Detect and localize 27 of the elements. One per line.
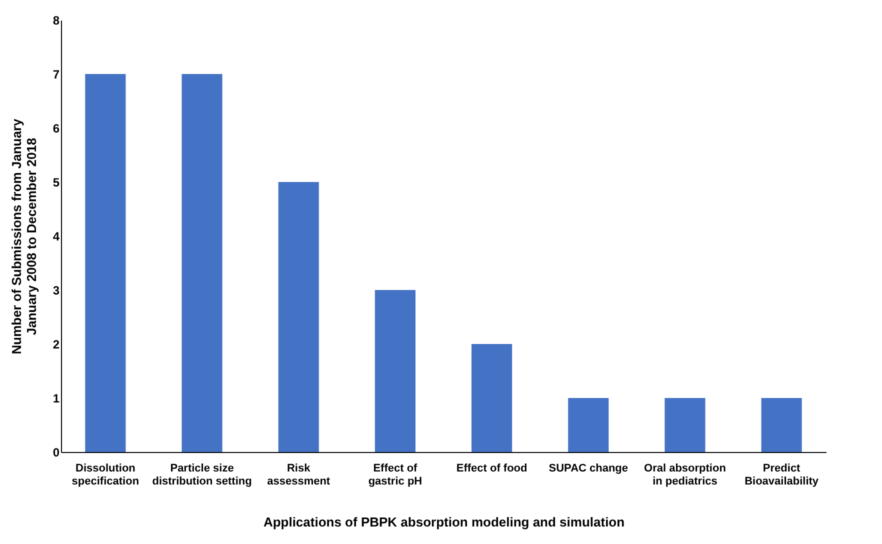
y-tick-label: 5	[52, 176, 60, 190]
bar	[278, 182, 319, 452]
x-tick-label: Oral absorption in pediatrics	[644, 462, 726, 488]
x-tick-label: Effect of gastric pH	[368, 462, 422, 488]
y-tick-label: 4	[52, 230, 60, 244]
bar	[664, 398, 706, 452]
y-tick-label: 3	[52, 284, 60, 298]
y-tick-label: 2	[52, 338, 60, 352]
x-tick-label: SUPAC change	[548, 462, 628, 474]
y-axis-title: Number of Submissions from January January 2008 to December 2018	[8, 118, 39, 354]
y-tick-label: 8	[52, 14, 60, 28]
x-tick-label: Dissolution specification	[72, 462, 140, 488]
bar	[374, 290, 416, 452]
y-tick-label: 1	[52, 392, 60, 406]
bar	[85, 74, 126, 452]
y-tick-label: 7	[52, 68, 60, 82]
x-tick-label: Particle size distribution setting	[152, 462, 252, 488]
x-tick-label: Predict Bioavailability	[744, 462, 820, 488]
y-tick-label: 0	[52, 446, 60, 460]
bar	[472, 344, 512, 452]
x-axis-title: Applications of PBPK absorption modeling and simulation	[263, 514, 625, 530]
y-tick-label: 6	[52, 122, 60, 136]
bar	[568, 398, 609, 452]
x-tick-label: Effect of food	[456, 462, 528, 474]
bar	[182, 74, 222, 452]
x-tick-label: Risk assessment	[267, 462, 330, 488]
bar	[761, 398, 802, 452]
